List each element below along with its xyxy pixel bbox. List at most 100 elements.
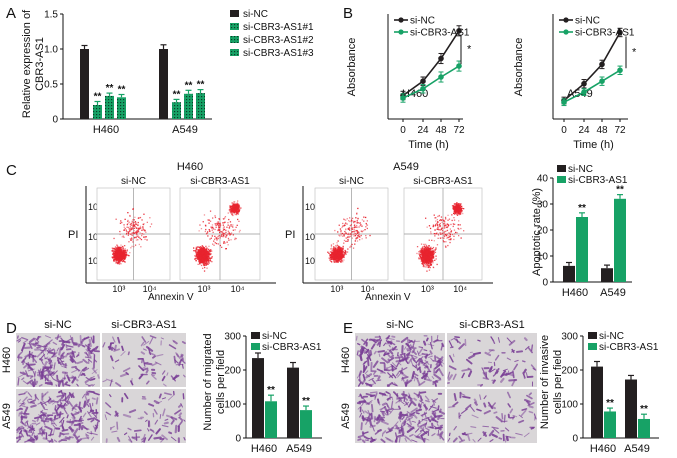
flow-event-dot (198, 252, 200, 254)
flow-event-dot (344, 253, 347, 255)
flow-event-dot (422, 251, 424, 253)
flow-event-dot (228, 232, 230, 235)
flow-event-dot (437, 233, 439, 235)
flow-event-dot (228, 209, 231, 211)
flow-event-dot (205, 255, 207, 257)
flow-event-dot (238, 220, 240, 222)
chart-b-h460-series-line (402, 65, 460, 99)
flow-event-dot (425, 261, 427, 264)
flow-event-dot (203, 258, 206, 260)
stained-cell (52, 341, 58, 345)
flow-event-dot (339, 257, 341, 259)
flow-event-dot (208, 260, 210, 262)
flow-event-dot (200, 261, 202, 263)
flow-event-dot (421, 262, 423, 264)
flow-event-dot (135, 231, 137, 233)
flow-event-dot (454, 207, 457, 209)
flow-event-dot (134, 236, 136, 238)
flow-event-dot (123, 255, 126, 257)
flow-event-dot (330, 254, 332, 256)
flow-event-dot (132, 225, 135, 227)
flow-event-dot (443, 225, 446, 227)
flow-event-dot (439, 229, 442, 231)
flow-event-dot (427, 257, 430, 259)
flow-event-dot (196, 256, 198, 258)
stained-cell (41, 347, 48, 353)
flow-event-dot (430, 231, 432, 233)
flow-event-dot (421, 252, 423, 254)
flow-event-dot (457, 212, 459, 214)
flow-event-dot (128, 255, 130, 257)
flow-event-dot (343, 259, 345, 261)
flow-event-dot (354, 240, 356, 242)
flow-event-dot (205, 233, 208, 235)
flow-event-dot (454, 212, 456, 214)
flow-event-dot (345, 237, 347, 239)
flow-event-dot (418, 257, 420, 259)
stained-cell (22, 380, 28, 385)
flow-event-dot (424, 256, 426, 258)
flow-event-dot (348, 232, 350, 234)
stained-cell (27, 363, 36, 367)
flow-event-dot (203, 259, 205, 261)
flow-event-dot (432, 257, 434, 259)
stained-cell (91, 367, 97, 374)
flow-event-dot (206, 258, 208, 260)
flow-event-dot (456, 203, 458, 205)
flow-event-dot (430, 261, 432, 264)
flow-event-dot (140, 238, 143, 241)
chart-a-category-label: H460 (93, 124, 119, 136)
flow-event-dot (219, 226, 221, 228)
flow-event-dot (446, 237, 448, 239)
chart-b-h460-xtick-label: 0 (400, 125, 406, 136)
flow-event-dot (232, 226, 234, 228)
flow-event-dot (422, 259, 424, 261)
flow-event-dot (423, 248, 426, 250)
flow-event-dot (343, 256, 345, 259)
flow-event-dot (199, 257, 201, 259)
flow-event-dot (458, 210, 461, 212)
flow-event-dot (207, 219, 209, 221)
flow-event-dot (342, 256, 344, 258)
flow-event-dot (113, 237, 115, 240)
flow-event-dot (423, 249, 426, 251)
flow-event-dot (422, 258, 424, 260)
flow-event-dot (210, 257, 212, 259)
flow-event-dot (423, 251, 426, 253)
flow-event-dot (208, 253, 211, 255)
flow-event-dot (340, 257, 343, 259)
flow-event-dot (200, 228, 203, 230)
flow-event-dot (356, 220, 358, 222)
flow-event-dot (209, 259, 211, 261)
flow-event-dot (336, 257, 338, 259)
flow-event-dot (206, 253, 208, 255)
flow-event-dot (206, 263, 208, 266)
panelC-ytick-label: 30 (537, 200, 549, 211)
flow-event-dot (340, 230, 342, 232)
flow-event-dot (131, 234, 134, 237)
flow-event-dot (416, 252, 418, 255)
stained-cell (82, 358, 89, 364)
flow-event-dot (451, 205, 454, 207)
stained-cell (28, 338, 35, 344)
flow-event-dot (423, 254, 426, 256)
flow-event-dot (211, 226, 213, 228)
flow-event-dot (338, 246, 340, 248)
flow-event-dot (341, 249, 343, 252)
flow-event-dot (330, 246, 333, 248)
flow-event-dot (443, 219, 445, 222)
flow-event-dot (432, 224, 435, 226)
flow-event-dot (203, 249, 205, 251)
panelC-ytick-label: 10 (537, 252, 549, 263)
flow-event-dot (442, 218, 444, 221)
flow-event-dot (195, 250, 197, 252)
flow-event-dot (120, 250, 122, 253)
flow-event-dot (216, 239, 218, 241)
flow-event-dot (430, 250, 433, 252)
flow-event-dot (211, 250, 213, 252)
flow-event-dot (439, 237, 442, 239)
flow-event-dot (204, 230, 206, 233)
flow-event-dot (129, 215, 131, 217)
stained-cell (91, 346, 98, 352)
flow-event-dot (121, 257, 123, 259)
